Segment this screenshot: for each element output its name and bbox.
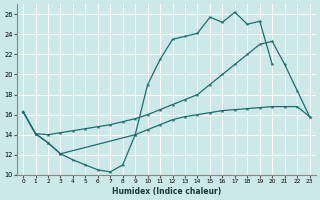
X-axis label: Humidex (Indice chaleur): Humidex (Indice chaleur): [112, 187, 221, 196]
